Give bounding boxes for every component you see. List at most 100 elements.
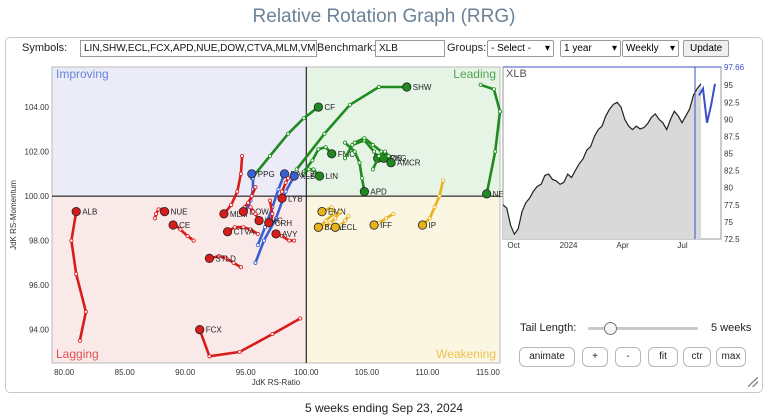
tail-point [316,147,321,152]
series-label: PPG [258,170,275,179]
quadrant-lagging [52,196,307,363]
x-tick-label: 80.00 [54,368,75,377]
tail-length-slider-handle[interactable] [604,322,618,335]
period-select[interactable]: 1 year [560,40,621,57]
tail-point [283,189,288,194]
tail-point [338,209,343,214]
symbols-input[interactable]: LIN,SHW,ECL,FCX,APD,NUE,DOW,CTVA,MLM,VMC [80,40,317,57]
tail-point [292,238,297,243]
series-label: AVY [282,230,298,239]
tail-point [232,225,237,230]
series-label: NEM [493,190,511,199]
tail-point [384,216,389,221]
resize-grip-icon[interactable] [748,377,758,387]
series-label: VMC [265,217,283,226]
price-area [503,83,701,239]
tail-point [191,238,196,243]
head-marker-ball [313,222,323,232]
tail-point [376,154,381,159]
tail-point [294,167,299,172]
fit-button[interactable]: fit [648,347,678,367]
tail-point [370,167,375,172]
quadrant-weakening [306,196,500,363]
tail-point [229,202,234,207]
tail-point [432,205,437,210]
tail-point [267,154,272,159]
series-label: ECL [341,223,357,232]
head-marker-ecl [330,222,340,232]
series-label: NUE [171,208,188,217]
tail-point [217,254,222,259]
tail-point [339,223,344,228]
tail-point [267,198,272,203]
head-marker-ce [168,220,178,230]
tail-point [298,316,303,321]
head-marker-lyb [277,193,287,203]
xlb-price-chart: XLB 72.5 75 77.5 80 82.5 85 87.5 90 92.5 95 97.66 Oc… [502,63,745,250]
quadrant-improving [52,67,307,197]
tail-point [235,189,240,194]
tail-point [261,238,266,243]
tail-point [323,145,328,150]
animate-button[interactable]: animate [519,347,575,367]
tail-point [83,309,88,314]
head-marker-ctva [222,227,233,237]
mini-y-tick-label: 97.66 [724,63,745,72]
mini-y-tick-label: 90 [724,115,733,124]
mini-x-tick-label: 2024 [560,241,578,250]
center-button[interactable]: ctr [683,347,711,367]
tail-point [280,189,285,194]
tail-point [329,205,334,210]
x-tick-label: 105.00 [355,368,380,377]
tail-point [69,238,74,243]
update-button[interactable]: Update [683,40,730,57]
y-tick-label: 94.00 [29,326,50,335]
tail-point [478,82,483,87]
tail-point [253,185,258,190]
tail-point [301,171,306,176]
series-label: APD [370,188,387,197]
series-label: BALL2 [290,170,315,179]
mini-y-tick-label: 82.5 [724,167,740,176]
x-tick-label: 95.00 [236,368,257,377]
tail-length-slider[interactable] [588,322,698,335]
series-label: ALB [82,208,97,217]
tail-point [370,142,375,147]
head-marker-avy [271,229,281,239]
head-marker-nue [160,207,170,217]
rrg-chart[interactable]: Improving Leading Weakening Lagging 80.00 85.… [0,0,768,400]
mini-y-tick-label: 92.5 [724,98,740,107]
head-marker-nem [482,189,492,199]
tail-point [154,211,159,216]
zoom-out-button[interactable]: - [615,347,641,367]
benchmark-input[interactable]: XLB [375,40,445,57]
zoom-in-button[interactable]: + [582,347,608,367]
tail-point [306,167,311,172]
tail-point [249,194,254,199]
y-tick-label: 96.00 [29,281,50,290]
series-label: STLD [215,254,236,263]
max-button[interactable]: max [716,347,746,367]
tail-point [333,216,338,221]
tail-point [238,265,243,270]
quadrant-label-lagging: Lagging [56,347,99,361]
mini-x-tick-label: Apr [616,241,629,250]
series-label: LIN [326,172,339,181]
groups-select[interactable]: - Select - [487,40,554,57]
tail-point [207,354,212,359]
head-marker-vmc [254,215,264,226]
tail-point [372,149,377,154]
tail-point [357,160,362,165]
head-marker-alb [71,207,81,217]
series-label: IFF [380,221,392,230]
head-marker-lin [314,171,325,181]
frequency-select[interactable]: Weekly [622,40,679,57]
tail-point [346,214,351,219]
mini-y-tick-label: 80 [724,184,733,193]
head-marker-apd [359,187,369,197]
series-label: FCX [206,326,223,335]
head-marker-amcr [386,158,396,168]
tail-point [263,225,268,230]
tail-point [287,238,292,243]
mini-y-tick-label: 85 [724,150,733,159]
